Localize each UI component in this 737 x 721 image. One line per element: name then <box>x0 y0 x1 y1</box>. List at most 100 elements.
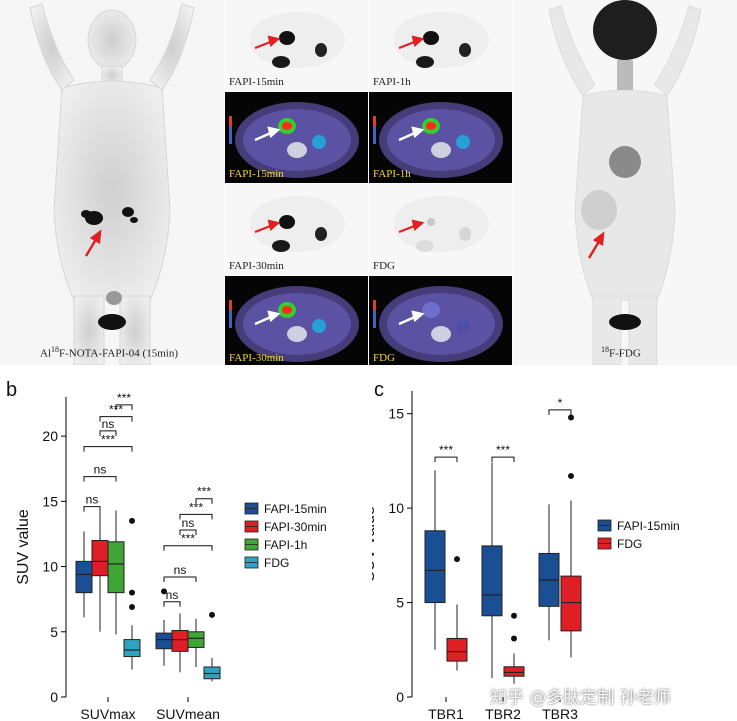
legend-label: FAPI-15min <box>617 519 680 533</box>
uptake-spots <box>81 207 138 330</box>
tile-image <box>369 92 512 183</box>
significance-bracket: ns <box>163 563 197 582</box>
significance-label: ns <box>174 563 187 577</box>
y-tick-label: 15 <box>42 493 58 509</box>
significance-label: ns <box>86 493 99 507</box>
mip-fdg-caption: 18F-FDG <box>601 345 641 360</box>
mip-fdg-svg <box>548 0 702 365</box>
neck <box>617 60 633 90</box>
x-tick-label: SUVmean <box>156 706 220 721</box>
outlier-point <box>454 556 460 563</box>
legend-label: FAPI-1h <box>264 538 307 552</box>
y-tick-label: 0 <box>396 689 404 705</box>
tile-grid: FAPI-15min FAPI-1h FAPI-15min FAPI-1h FAPI-3… <box>225 0 512 365</box>
significance-bracket: * <box>548 396 572 415</box>
tile-caption: FAPI-30min <box>229 352 284 364</box>
fused-tile-6: FAPI-30min <box>225 276 368 365</box>
significance-bracket: ns <box>179 516 197 536</box>
tile-image <box>225 92 368 183</box>
box-FDG-SUVmax <box>123 517 141 670</box>
significance-bracket: *** <box>179 500 213 520</box>
bladder-uptake <box>609 314 641 330</box>
white-arrow <box>398 126 425 142</box>
box-FAPI-15min-TBR2 <box>481 462 503 679</box>
outlier-point <box>511 612 517 619</box>
y-tick-label: 0 <box>50 689 58 705</box>
y-tick-label: 20 <box>42 428 58 444</box>
significance-bracket: ns <box>163 588 181 607</box>
outlier-point <box>568 414 574 421</box>
outlier-point <box>161 588 167 595</box>
significance-label: ns <box>94 463 107 477</box>
mip-fapi-image: Al18F-NOTA-FAPI-04 (15min) <box>0 0 224 365</box>
box-FAPI-15min-TBR1 <box>424 470 446 650</box>
tile-image <box>249 196 345 252</box>
tile-image <box>225 276 368 365</box>
y-tick-label: 15 <box>388 406 404 422</box>
box-FDG-SUVmean <box>203 611 221 682</box>
y-tick-label: 5 <box>50 624 58 640</box>
box-FAPI-1h-SUVmax <box>107 510 125 635</box>
significance-label: *** <box>117 391 131 405</box>
red-arrow <box>587 231 605 259</box>
tile-caption: FAPI-1h <box>373 76 411 88</box>
pet-tile-0: FAPI-15min <box>225 0 368 91</box>
x-tick-label: TBR1 <box>428 706 464 721</box>
significance-bracket: *** <box>115 391 133 410</box>
significance-label: *** <box>181 532 195 546</box>
watermark: 知乎 @多肽定制 孙老师 <box>490 688 671 708</box>
box-FAPI-30min-SUVmax <box>91 511 109 632</box>
outlier-point <box>568 473 574 479</box>
fused-tile-2: FAPI-15min <box>225 92 368 183</box>
legend-label: FDG <box>264 556 289 570</box>
panel-a: a <box>0 0 737 365</box>
significance-label: *** <box>496 443 510 457</box>
y-axis-label: SUV value <box>372 506 378 582</box>
outlier-point <box>511 635 517 642</box>
fused-tile-7: FDG <box>369 276 512 365</box>
red-arrow <box>398 35 425 50</box>
tile-image <box>249 12 345 68</box>
significance-label: ns <box>182 516 195 530</box>
white-arrow <box>254 126 281 142</box>
pet-tile-4: FAPI-30min <box>225 184 368 275</box>
red-arrow <box>254 35 281 50</box>
significance-bracket: *** <box>83 433 133 452</box>
red-arrow <box>254 219 281 234</box>
box-FAPI-15min-SUVmax <box>75 531 93 618</box>
mip-fapi-svg <box>29 3 195 365</box>
tile-caption: FDG <box>373 260 396 272</box>
panel-b-label: b <box>6 379 18 401</box>
significance-bracket: ns <box>99 417 117 436</box>
significance-label: *** <box>439 443 453 457</box>
y-axis: 0 5 10 15 <box>388 391 413 705</box>
pet-tile-5: FDG <box>369 184 512 275</box>
tile-image <box>393 196 489 252</box>
white-arrow <box>398 310 425 326</box>
liver <box>581 190 617 230</box>
mip-fapi-caption: Al18F-NOTA-FAPI-04 (15min) <box>40 345 178 360</box>
significance-bracket: ns <box>83 463 117 482</box>
tile-caption: FAPI-15min <box>229 76 284 88</box>
significance-bracket: ns <box>83 493 101 512</box>
significance-label: ns <box>166 588 179 602</box>
significance-label: *** <box>189 500 203 514</box>
y-tick-label: 10 <box>42 559 58 575</box>
outlier-point <box>209 611 215 618</box>
y-tick-label: 5 <box>396 595 404 611</box>
box-FAPI-15min-TBR3 <box>538 504 560 641</box>
significance-bracket: *** <box>195 485 213 504</box>
significance-bracket: *** <box>163 532 213 551</box>
outlier-point <box>129 589 135 596</box>
mip-fdg-image: 18F-FDG <box>513 0 737 365</box>
tile-image <box>369 276 512 365</box>
y-axis: 0 5 10 15 20 <box>42 397 67 705</box>
legend-label: FDG <box>617 537 642 551</box>
brain-uptake <box>593 0 657 60</box>
pet-tile-1: FAPI-1h <box>369 0 512 91</box>
outlier-point <box>129 517 135 524</box>
box-FAPI-30min-SUVmean <box>171 613 189 673</box>
significance-label: *** <box>101 433 115 447</box>
box-FDG-TBR3 <box>560 414 582 658</box>
